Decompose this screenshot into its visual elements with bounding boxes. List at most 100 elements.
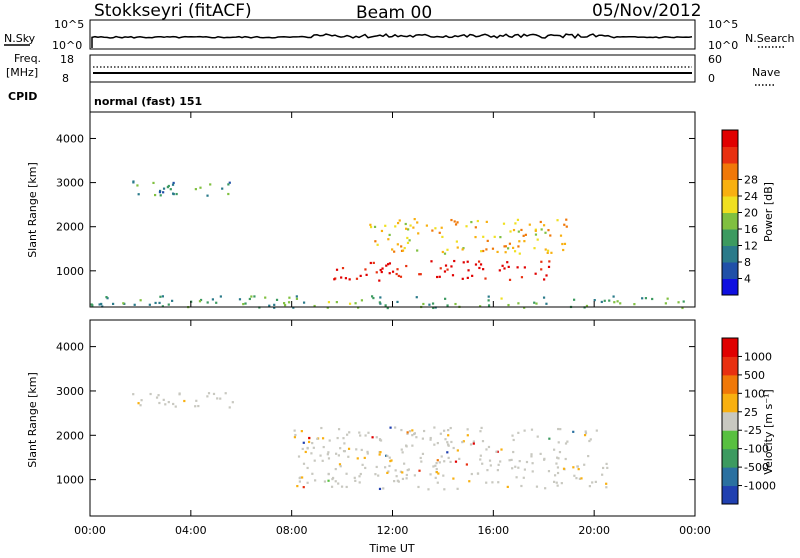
x-tick-label: 08:00 (276, 524, 308, 537)
x-tick-label: 16:00 (477, 524, 509, 537)
echo-cell (474, 226, 477, 229)
echo-cell (415, 436, 418, 439)
echo-cell (327, 472, 330, 476)
echo-cell (379, 451, 382, 454)
echo-cell (452, 477, 455, 480)
echo-cell (500, 297, 503, 300)
echo-cell (385, 454, 388, 457)
echo-cell (556, 466, 560, 469)
echo-cell (419, 273, 422, 276)
echo-cell (479, 263, 483, 266)
echo-cell (472, 440, 475, 443)
echo-cell (495, 450, 498, 453)
echo-cell (563, 242, 567, 245)
echo-cell (540, 260, 543, 263)
colorbar-tick-label: 1000 (744, 350, 772, 363)
echo-cell (506, 261, 509, 264)
echo-cell (510, 458, 513, 462)
echo-cell (591, 481, 594, 484)
echo-cell (158, 191, 162, 194)
echo-cell (358, 431, 361, 434)
echo-cell (446, 248, 449, 251)
echo-cell (238, 298, 242, 301)
echo-cell (326, 306, 329, 309)
echo-cell (248, 297, 251, 301)
echo-cell (385, 264, 388, 267)
echo-cell (167, 400, 170, 404)
echo-cell (136, 184, 139, 187)
echo-cell (406, 241, 410, 245)
echo-cell (444, 297, 447, 300)
echo-cell (466, 434, 469, 437)
echo-cell (371, 436, 374, 439)
y-tick-label: 3000 (56, 385, 84, 398)
echo-cell (399, 470, 403, 473)
echo-cell (533, 301, 536, 304)
echo-cell (474, 235, 477, 239)
echo-cell (482, 249, 485, 253)
echo-cell (557, 457, 560, 460)
echo-cell (417, 232, 420, 235)
echo-cell (664, 302, 667, 305)
echo-cell (580, 477, 583, 480)
echo-cell (443, 488, 446, 491)
echo-cell (462, 440, 465, 443)
y-tick-label: 4000 (56, 341, 84, 354)
echo-cell (227, 183, 230, 186)
echo-cell (500, 448, 503, 451)
echo-cell (546, 251, 549, 254)
echo-cell (436, 481, 439, 484)
echo-cell (488, 459, 492, 462)
echo-cell (446, 304, 449, 307)
echo-cell (365, 273, 368, 276)
echo-cell (328, 439, 331, 442)
echo-cell (347, 455, 350, 458)
echo-cell (413, 218, 416, 221)
echo-cell (206, 194, 209, 197)
echo-cell (341, 266, 345, 270)
echo-cell (588, 439, 591, 443)
echo-cell (407, 468, 410, 471)
echo-cell (198, 300, 202, 303)
echo-cell (157, 394, 160, 397)
echo-cell (356, 457, 359, 460)
echo-cell (359, 274, 362, 277)
echo-cell (339, 465, 342, 468)
echo-cell (111, 302, 115, 305)
echo-cell (575, 477, 578, 480)
echo-cell (513, 250, 517, 253)
echo-cell (406, 431, 409, 434)
echo-cell (573, 298, 576, 301)
echo-cell (415, 296, 418, 299)
echo-cell (216, 397, 219, 400)
echo-cell (313, 304, 316, 308)
colorbar-segment (722, 374, 738, 394)
echo-cell (438, 231, 441, 234)
echo-cell (585, 304, 589, 308)
nsky-label: N.Sky (4, 32, 36, 45)
colorbar-tick-label: 20 (744, 207, 758, 220)
echo-cell (548, 437, 551, 440)
echo-cell (429, 436, 432, 440)
echo-cell (405, 473, 408, 477)
echo-cell (480, 250, 483, 253)
echo-cell (447, 444, 450, 447)
echo-cell (439, 267, 442, 270)
echo-cell (155, 396, 159, 399)
echo-cell (153, 193, 157, 197)
echo-cell (456, 449, 459, 452)
echo-cell (455, 240, 458, 243)
echo-cell (287, 301, 291, 304)
power-frame (89, 111, 696, 308)
echo-cell (512, 438, 515, 442)
echo-cell (335, 452, 338, 455)
y-tick-label: 3000 (56, 177, 84, 190)
echo-cell (331, 477, 334, 481)
echo-cell (137, 193, 140, 196)
echo-cell (560, 482, 563, 485)
echo-cell (440, 226, 443, 229)
echo-cell (421, 437, 424, 440)
echo-cell (375, 271, 378, 274)
echo-cell (576, 465, 579, 468)
colorbar-tick-label: 28 (744, 174, 758, 187)
